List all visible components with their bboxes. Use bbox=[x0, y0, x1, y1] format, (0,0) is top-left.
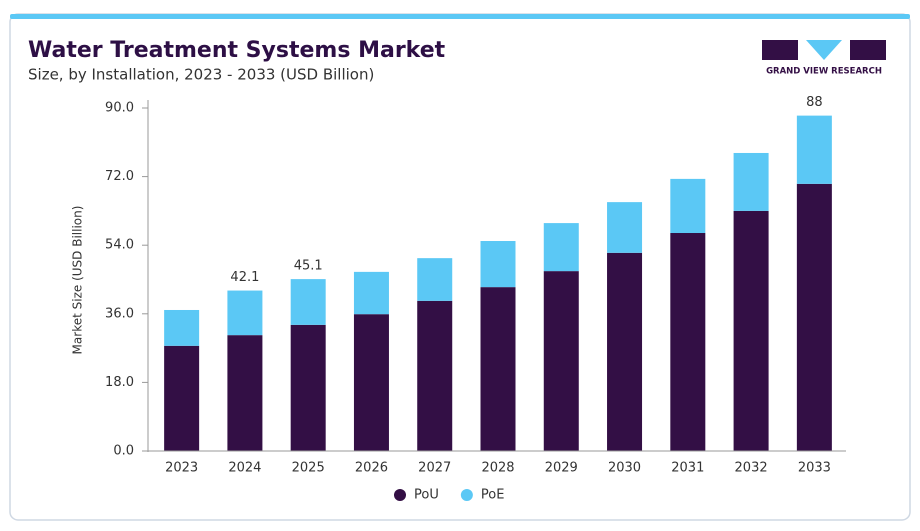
bar bbox=[164, 345, 200, 451]
x-tick-label: 2025 bbox=[292, 461, 325, 476]
y-tick-label: 54.0 bbox=[105, 238, 134, 253]
y-tick-label: 90.0 bbox=[105, 101, 134, 116]
chart-title: Water Treatment Systems Market bbox=[28, 38, 446, 63]
x-tick-label: 2026 bbox=[355, 461, 388, 476]
bar bbox=[353, 271, 389, 315]
legend-marker bbox=[394, 489, 406, 501]
x-tick-label: 2032 bbox=[735, 461, 768, 476]
bar bbox=[543, 271, 579, 451]
logo-text: GRAND VIEW RESEARCH bbox=[766, 67, 882, 77]
bar bbox=[607, 202, 643, 253]
bar bbox=[290, 279, 326, 325]
card bbox=[9, 13, 911, 521]
chart-subtitle: Size, by Installation, 2023 - 2033 (USD … bbox=[28, 66, 374, 84]
logo-block bbox=[762, 40, 798, 60]
x-tick-label: 2029 bbox=[545, 461, 578, 476]
bar bbox=[417, 258, 453, 301]
logo-block bbox=[850, 40, 886, 60]
y-tick-label: 18.0 bbox=[105, 375, 134, 390]
x-tick-label: 2030 bbox=[608, 461, 641, 476]
y-tick-label: 36.0 bbox=[105, 306, 134, 321]
x-tick-label: 2028 bbox=[481, 461, 514, 476]
logo-chevron bbox=[806, 40, 842, 60]
legend-label: PoE bbox=[481, 488, 505, 503]
bar bbox=[164, 309, 200, 346]
bar bbox=[290, 324, 326, 451]
total-label: 42.1 bbox=[230, 270, 259, 285]
y-tick-label: 0.0 bbox=[113, 444, 134, 459]
bar bbox=[353, 314, 389, 451]
x-tick-label: 2024 bbox=[228, 461, 261, 476]
legend-label: PoU bbox=[414, 488, 439, 503]
x-tick-label: 2031 bbox=[671, 461, 704, 476]
bar bbox=[670, 178, 706, 234]
x-tick-label: 2033 bbox=[798, 461, 831, 476]
bar bbox=[796, 115, 832, 184]
total-label: 45.1 bbox=[294, 259, 323, 274]
bar bbox=[543, 223, 579, 272]
x-tick-label: 2027 bbox=[418, 461, 451, 476]
x-tick-label: 2023 bbox=[165, 461, 198, 476]
bar bbox=[480, 287, 516, 451]
card-strip bbox=[10, 14, 910, 19]
bar bbox=[733, 210, 769, 451]
legend-marker bbox=[460, 489, 473, 501]
logo: GRAND VIEW RESEARCH bbox=[762, 40, 886, 77]
bar bbox=[227, 335, 263, 451]
total-label: 88 bbox=[806, 95, 823, 110]
bar bbox=[417, 300, 453, 451]
y-axis-label: Market Size (USD Billion) bbox=[71, 206, 85, 355]
bar bbox=[796, 183, 832, 451]
bar bbox=[607, 252, 643, 451]
bar bbox=[227, 290, 263, 336]
bar bbox=[480, 241, 516, 288]
y-tick-label: 72.0 bbox=[105, 169, 134, 184]
bar bbox=[670, 233, 706, 451]
bar bbox=[733, 152, 769, 211]
